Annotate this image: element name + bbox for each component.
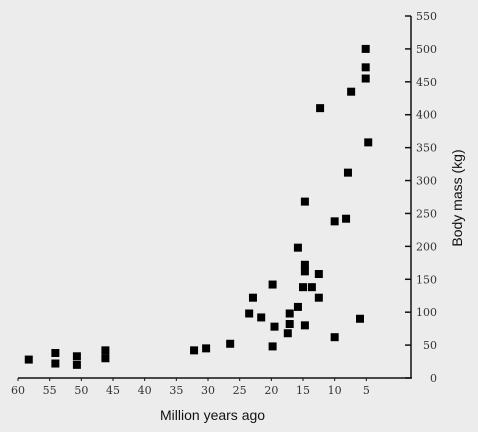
data-point [307,283,316,292]
x-axis-title: Million years ago [160,407,265,423]
y-tick-label: 100 [416,306,437,319]
data-point [300,267,309,276]
data-point [257,313,266,322]
x-tick-label: 5 [363,384,370,397]
data-point [101,354,110,363]
data-point [330,217,339,226]
ticks: 60 55 50 45 40 35 30 25 20 15 10 505010015020025030… [11,10,437,397]
y-tick-label: 0 [430,372,437,385]
data-point [314,293,323,302]
x-tick-label: 30 [201,384,215,397]
data-point [347,87,356,96]
y-tick-label: 500 [416,43,437,56]
x-tick-label: 10 [328,384,342,397]
data-point [356,314,364,323]
data-point [330,333,339,342]
data-point [202,344,211,353]
x-tick-label: 45 [106,384,120,397]
data-point [270,322,279,331]
axes [18,16,412,379]
data-point [361,63,370,72]
data-point [285,320,294,329]
x-tick-label: 35 [169,384,183,397]
y-tick-label: 150 [416,273,437,286]
y-axis-title: Body mass (kg) [449,149,465,246]
data-point [51,359,60,368]
y-tick-label: 450 [416,76,437,89]
x-tick-label: 55 [43,384,57,397]
x-tick-label: 20 [264,384,278,397]
data-point [24,355,33,364]
data-point [248,293,257,302]
x-tick-label: 50 [74,384,88,397]
y-tick-label: 250 [416,207,437,220]
data-point [72,352,81,361]
data-point [299,283,307,292]
data-point [300,321,309,330]
data-point [316,104,325,113]
data-point [51,348,60,357]
y-tick-label: 400 [416,109,437,122]
data-point [314,270,323,279]
data-point [190,346,199,355]
y-tick-label: 550 [416,10,437,23]
data-point [268,342,277,351]
data-point [364,138,373,147]
data-point [285,309,294,318]
data-points [24,44,373,369]
data-point [283,329,292,338]
data-point [300,197,309,206]
data-point [361,44,370,53]
data-point [293,302,302,311]
data-point [72,360,81,369]
y-tick-label: 200 [416,240,437,253]
x-tick-label: 60 [11,384,25,397]
y-tick-label: 300 [416,175,437,188]
data-point [226,339,235,348]
x-tick-label: 40 [138,384,152,397]
data-point [300,260,309,269]
data-point [101,346,110,355]
x-tick-label: 15 [296,384,310,397]
data-point [361,74,370,83]
data-point [293,243,302,252]
data-point [245,309,254,318]
x-tick-label: 25 [233,384,247,397]
data-point [342,214,351,223]
y-tick-label: 50 [423,339,437,352]
y-tick-label: 350 [416,142,437,155]
data-point [343,168,352,177]
data-point [268,280,277,289]
